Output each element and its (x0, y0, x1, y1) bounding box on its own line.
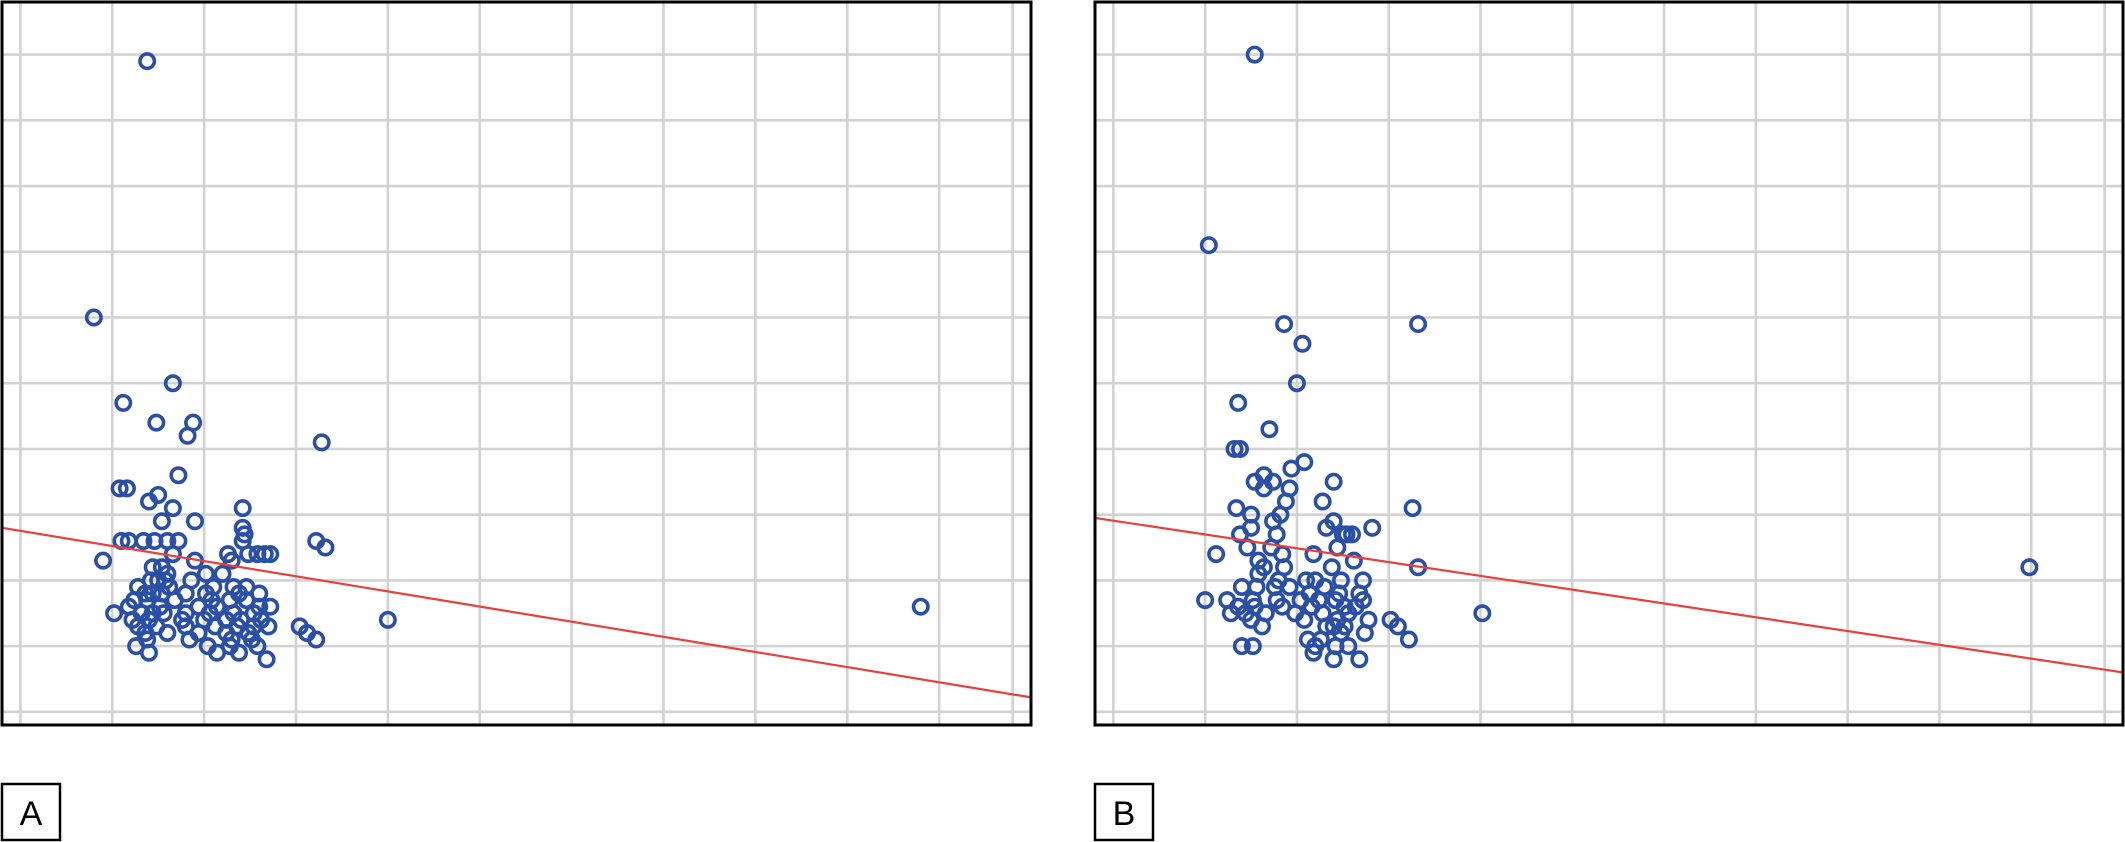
panel-b-point-18 (1227, 499, 1246, 518)
panel-a-point-79 (378, 610, 397, 629)
panel-b-point-34 (1207, 545, 1226, 564)
panel-b-point-17 (1324, 472, 1343, 491)
panel-a-point-10 (117, 479, 136, 498)
panel-b-point-11 (1282, 459, 1301, 478)
panel-a-point-60 (165, 591, 184, 610)
panel-b-point-86 (1388, 617, 1407, 636)
panel-a-point-93 (259, 617, 278, 636)
panel-b-point-62 (1196, 591, 1215, 610)
panel-b-point-92 (1355, 623, 1374, 642)
panel-a-point-8 (169, 466, 188, 485)
panel-a-regression-line (1, 526, 1032, 699)
panel-a-point-21 (134, 531, 153, 550)
panel-b-point-38 (1304, 545, 1323, 564)
panel-a-point-16 (185, 512, 204, 531)
panel-a-fit (1, 526, 1032, 699)
panel-b-point-102 (1339, 637, 1358, 656)
panel-a-point-105 (307, 630, 326, 649)
panel-b-frame (1093, 0, 2125, 727)
panel-a-point-71 (105, 604, 124, 623)
panel-a-point-27 (316, 538, 335, 557)
panel-a-point-111 (207, 643, 226, 662)
panel-b-point-1 (1199, 236, 1218, 255)
panel-b-point-56 (1280, 577, 1299, 596)
panel-a-point-0 (138, 52, 157, 71)
panel-b-point-29 (1343, 525, 1362, 544)
panel-a-point-70 (911, 597, 930, 616)
panel-b-point-33 (1337, 525, 1356, 544)
panel-b-point-104 (1350, 650, 1369, 669)
panel-b-chart (1093, 0, 2125, 727)
panel-b-point-8 (1225, 439, 1244, 458)
panel-b-point-3 (1409, 315, 1428, 334)
panel-a-tag: A (0, 782, 62, 842)
panel-b-point-9 (1231, 439, 1250, 458)
panel-a-points (84, 52, 930, 669)
panel-a-point-40 (196, 564, 215, 583)
panel-b-point-2 (1275, 315, 1294, 334)
panel-b-point-0 (1245, 45, 1264, 64)
panel-a-point-3 (114, 393, 133, 412)
panel-a-point-9 (110, 479, 129, 498)
panel-b-point-5 (1287, 374, 1306, 393)
panel-a-point-110 (230, 643, 249, 662)
panel-b-point-99 (1232, 637, 1251, 656)
panel-a-point-32 (255, 545, 274, 564)
panel-b-point-45 (1344, 551, 1363, 570)
panel-a-point-4 (147, 413, 166, 432)
panel-b-point-84 (1295, 610, 1314, 629)
panel-a-point-30 (239, 545, 258, 564)
panel-b-label: B (1113, 795, 1136, 833)
panel-b-point-22 (1313, 492, 1332, 511)
panel-a-point-33 (261, 545, 280, 564)
panel-a-point-15 (152, 512, 171, 531)
panel-b-point-100 (1243, 637, 1262, 656)
panel-a-grid (2, 2, 1031, 725)
panel-b-fit (1094, 516, 2124, 674)
panel-a-point-12 (149, 485, 168, 504)
panel-a-point-69 (261, 597, 280, 616)
panel-b-point-88 (1253, 617, 1272, 636)
panel-b-point-4 (1293, 334, 1312, 353)
panel-a-point-35 (222, 551, 241, 570)
panel-b-point-6 (1229, 393, 1248, 412)
panel-a-point-74 (154, 604, 173, 623)
panel-b-point-31 (1231, 525, 1250, 544)
panel-a-point-13 (163, 499, 182, 518)
panel-a-chart (0, 0, 1033, 727)
panel-b-point-52 (2020, 558, 2039, 577)
panel-a-point-113 (257, 650, 276, 669)
panel-a-point-14 (233, 499, 252, 518)
panel-a-point-96 (158, 623, 177, 642)
panel-b-point-75 (1473, 604, 1492, 623)
panel-b-grid (1095, 2, 2123, 725)
panel-b-point-15 (1254, 479, 1273, 498)
panel-a-label: A (20, 795, 43, 833)
panel-a-point-112 (248, 637, 267, 656)
panel-b-point-53 (1232, 577, 1251, 596)
panel-b-regression-line (1094, 516, 2124, 674)
panel-a-point-6 (178, 426, 197, 445)
panel-b-point-27 (1324, 512, 1343, 531)
panel-a-point-102 (180, 630, 199, 649)
panel-b-tag: B (1093, 782, 1155, 842)
panel-b-point-30 (1363, 518, 1382, 537)
panel-a-frame (0, 0, 1033, 727)
panel-a-point-7 (312, 433, 331, 452)
panel-b-point-96 (1399, 630, 1418, 649)
panel-a-point-1 (84, 308, 103, 327)
panel-a-point-36 (94, 551, 113, 570)
panel-b-point-101 (1304, 643, 1323, 662)
panel-b-point-44 (1322, 558, 1341, 577)
panel-a-point-41 (213, 564, 232, 583)
panel-b-points (1196, 45, 2039, 669)
panel-b-point-23 (1403, 499, 1422, 518)
panel-b-point-21 (1276, 492, 1295, 511)
panel-a-point-107 (140, 643, 159, 662)
panel-a-point-2 (163, 374, 182, 393)
panel-b-point-103 (1324, 650, 1343, 669)
panel-b-point-7 (1260, 420, 1279, 439)
